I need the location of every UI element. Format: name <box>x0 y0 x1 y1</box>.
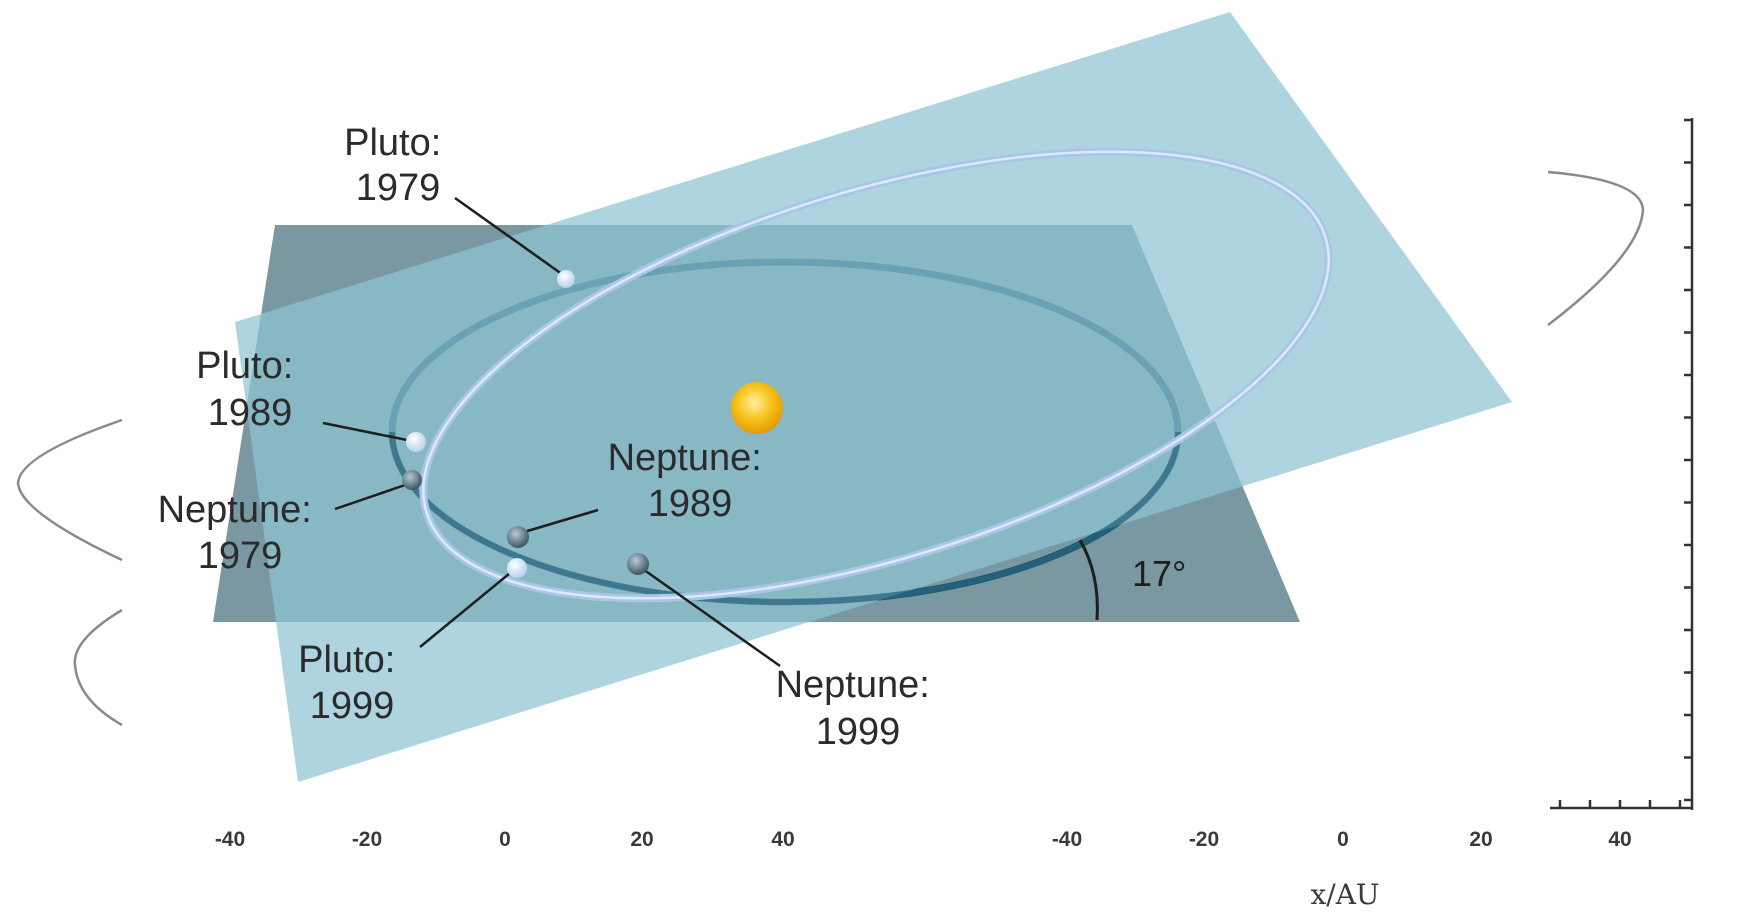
left-lower-curve <box>73 608 123 727</box>
label-pluto-1999: Pluto: 1999 <box>298 639 406 727</box>
label-neptune-1989-name: Neptune: <box>608 437 762 479</box>
leader-neptune-1979 <box>334 482 409 511</box>
pluto-orbit-highlight <box>422 150 1330 600</box>
label-pluto-1989-name: Pluto: <box>196 345 293 387</box>
label-pluto-1999-year: 1999 <box>310 685 395 727</box>
left-upper-curve <box>16 418 123 562</box>
leader-pluto-1999 <box>419 572 511 648</box>
right-axis <box>1550 118 1694 810</box>
label-neptune-1989-year: 1989 <box>648 483 733 525</box>
label-neptune-1999: Neptune: 1999 <box>776 664 941 753</box>
leader-neptune-1989 <box>523 508 599 534</box>
pluto-1999-marker <box>507 558 527 578</box>
label-pluto-1979: Pluto: 1979 <box>344 122 452 209</box>
inclination-label: 17° <box>1132 553 1186 594</box>
left-tick-label: 20 <box>630 828 653 851</box>
leader-pluto-1979 <box>454 196 567 279</box>
label-pluto-1999-name: Pluto: <box>298 639 395 681</box>
pluto-1989-marker <box>406 432 426 452</box>
label-pluto-1979-year: 1979 <box>356 167 441 209</box>
right-axis-tick-labels: -40 -20 0 20 40 <box>1052 828 1632 851</box>
left-tick-label: 0 <box>499 828 511 851</box>
left-axis-tick-labels: -40 -20 0 20 40 <box>215 828 795 851</box>
inclination-arc <box>1078 539 1099 621</box>
left-tick-label: -20 <box>352 828 382 851</box>
label-neptune-1999-name: Neptune: <box>776 664 930 706</box>
leader-pluto-1989 <box>322 421 413 443</box>
left-tick-label: 40 <box>771 828 794 851</box>
right-tick-label: 40 <box>1608 828 1631 851</box>
label-neptune-1979-name: Neptune: <box>158 489 312 531</box>
neptune-1989-marker <box>507 526 529 548</box>
label-neptune-1989: Neptune: 1989 <box>608 437 773 525</box>
label-pluto-1989-year: 1989 <box>208 392 293 434</box>
x-axis-label: x/AU <box>1310 878 1379 911</box>
neptune-1979-marker <box>402 470 422 490</box>
leader-neptune-1999 <box>639 565 781 668</box>
right-tick-label: -20 <box>1189 828 1219 851</box>
label-pluto-1989: Pluto: 1989 <box>196 345 304 434</box>
label-neptune-1979-year: 1979 <box>198 535 283 577</box>
right-tick-label: 0 <box>1337 828 1349 851</box>
right-tick-label: 20 <box>1469 828 1492 851</box>
label-neptune-1999-year: 1999 <box>816 711 901 753</box>
neptune-1999-marker <box>627 553 649 575</box>
sun <box>731 382 783 434</box>
label-pluto-1979-name: Pluto: <box>344 122 441 164</box>
left-tick-label: -40 <box>215 828 245 851</box>
right-upper-curve <box>1547 170 1645 326</box>
neptune-orbit-front <box>389 431 1181 605</box>
bottom-right-axis-ticks <box>1558 800 1682 808</box>
right-axis-ticks <box>1684 118 1692 802</box>
right-tick-label: -40 <box>1052 828 1082 851</box>
leader-lines <box>322 196 781 668</box>
label-neptune-1979: Neptune: 1979 <box>158 489 323 577</box>
pluto-1979-marker <box>557 270 575 288</box>
